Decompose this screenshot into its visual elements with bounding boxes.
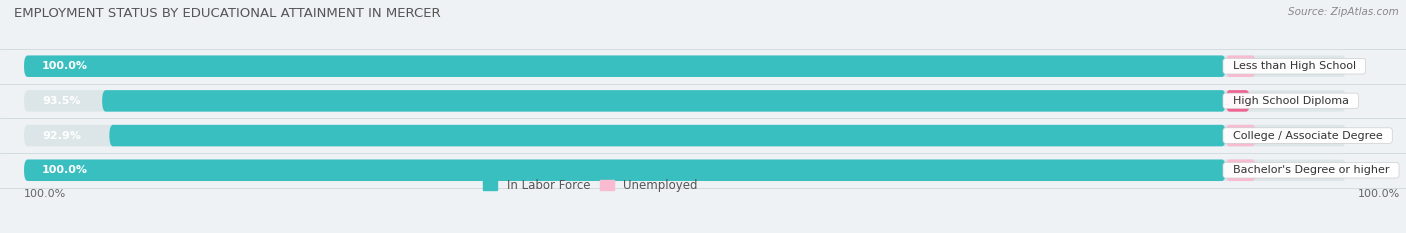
Text: 100.0%: 100.0% xyxy=(24,189,66,199)
Text: 0.0%: 0.0% xyxy=(1261,165,1291,175)
Text: 93.5%: 93.5% xyxy=(42,96,80,106)
Text: 100.0%: 100.0% xyxy=(42,61,89,71)
Legend: In Labor Force, Unemployed: In Labor Force, Unemployed xyxy=(478,175,703,197)
FancyBboxPatch shape xyxy=(110,125,1226,146)
FancyBboxPatch shape xyxy=(1226,90,1250,112)
Text: 92.9%: 92.9% xyxy=(42,130,82,140)
FancyBboxPatch shape xyxy=(24,55,1346,77)
Text: College / Associate Degree: College / Associate Degree xyxy=(1226,130,1389,140)
FancyBboxPatch shape xyxy=(24,90,1346,112)
Text: Bachelor's Degree or higher: Bachelor's Degree or higher xyxy=(1226,165,1396,175)
Text: 0.0%: 0.0% xyxy=(1261,130,1291,140)
Text: 100.0%: 100.0% xyxy=(42,165,89,175)
Text: 100.0%: 100.0% xyxy=(1358,189,1400,199)
Text: High School Diploma: High School Diploma xyxy=(1226,96,1355,106)
Text: 0.0%: 0.0% xyxy=(1261,61,1291,71)
Text: Less than High School: Less than High School xyxy=(1226,61,1362,71)
FancyBboxPatch shape xyxy=(1226,55,1256,77)
FancyBboxPatch shape xyxy=(1226,125,1256,146)
Text: 2.0%: 2.0% xyxy=(1256,96,1284,106)
FancyBboxPatch shape xyxy=(103,90,1226,112)
FancyBboxPatch shape xyxy=(1226,160,1256,181)
FancyBboxPatch shape xyxy=(24,160,1346,181)
Text: EMPLOYMENT STATUS BY EDUCATIONAL ATTAINMENT IN MERCER: EMPLOYMENT STATUS BY EDUCATIONAL ATTAINM… xyxy=(14,7,440,20)
Text: Source: ZipAtlas.com: Source: ZipAtlas.com xyxy=(1288,7,1399,17)
FancyBboxPatch shape xyxy=(24,160,1226,181)
FancyBboxPatch shape xyxy=(24,125,1346,146)
FancyBboxPatch shape xyxy=(24,55,1226,77)
